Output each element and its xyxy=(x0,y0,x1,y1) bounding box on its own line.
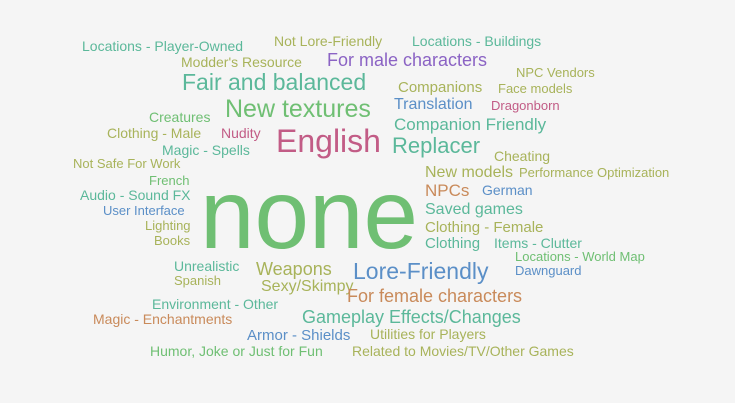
word-fair-and-balanced: Fair and balanced xyxy=(182,69,367,95)
word-not-safe-for-work: Not Safe For Work xyxy=(73,156,181,171)
word-npcs: NPCs xyxy=(425,181,470,200)
word-user-interface: User Interface xyxy=(103,203,185,218)
word-for-male-characters: For male characters xyxy=(327,50,488,70)
word-weapons: Weapons xyxy=(256,259,332,279)
word-armor-shields: Armor - Shields xyxy=(247,327,351,344)
word-face-models: Face models xyxy=(498,81,573,96)
word-npc-vendors: NPC Vendors xyxy=(516,65,595,80)
word-magic-enchantments: Magic - Enchantments xyxy=(93,311,233,327)
word-new-textures: New textures xyxy=(225,95,371,123)
word-dragonborn: Dragonborn xyxy=(491,98,560,113)
word-gameplay-effects-changes: Gameplay Effects/Changes xyxy=(302,307,521,327)
word-locations-player-owned: Locations - Player-Owned xyxy=(82,38,244,54)
word-not-lore-friendly: Not Lore-Friendly xyxy=(274,33,383,49)
word-sexy-skimpy: Sexy/Skimpy xyxy=(261,278,354,295)
word-lighting: Lighting xyxy=(145,218,191,233)
word-audio-sound-fx: Audio - Sound FX xyxy=(80,187,191,203)
word-replacer: Replacer xyxy=(392,133,481,158)
word-related-to-movies: Related to Movies/TV/Other Games xyxy=(352,343,574,359)
word-for-female-characters: For female characters xyxy=(347,286,523,306)
word-clothing-female: Clothing - Female xyxy=(425,219,544,236)
word-nudity: Nudity xyxy=(221,125,261,141)
word-performance-optimization: Performance Optimization xyxy=(519,165,670,180)
word-companion-friendly: Companion Friendly xyxy=(394,115,547,134)
word-unrealistic: Unrealistic xyxy=(174,258,240,274)
word-magic-spells: Magic - Spells xyxy=(162,142,250,158)
word-translation: Translation xyxy=(394,96,473,113)
word-dawnguard: Dawnguard xyxy=(515,263,582,278)
word-utilities-for-players: Utilities for Players xyxy=(370,326,486,342)
word-english: English xyxy=(276,123,381,159)
word-humor-joke: Humor, Joke or Just for Fun xyxy=(150,343,323,359)
word-books: Books xyxy=(154,233,191,248)
word-cheating: Cheating xyxy=(494,148,551,164)
word-environment-other: Environment - Other xyxy=(152,296,279,312)
word-none: none xyxy=(200,159,419,269)
word-saved-games: Saved games xyxy=(425,201,523,218)
word-lore-friendly: Lore-Friendly xyxy=(353,258,489,284)
word-items-clutter: Items - Clutter xyxy=(494,235,582,251)
word-locations-buildings: Locations - Buildings xyxy=(412,33,542,49)
word-clothing: Clothing xyxy=(425,235,481,252)
word-spanish: Spanish xyxy=(174,273,221,288)
word-modders-resource: Modder's Resource xyxy=(181,54,302,70)
word-german: German xyxy=(482,182,533,198)
word-locations-world-map: Locations - World Map xyxy=(515,249,645,264)
word-creatures: Creatures xyxy=(149,109,211,125)
word-clothing-male: Clothing - Male xyxy=(107,125,202,141)
word-companions: Companions xyxy=(398,79,483,96)
word-french: French xyxy=(149,173,190,188)
word-new-models: New models xyxy=(425,164,514,181)
